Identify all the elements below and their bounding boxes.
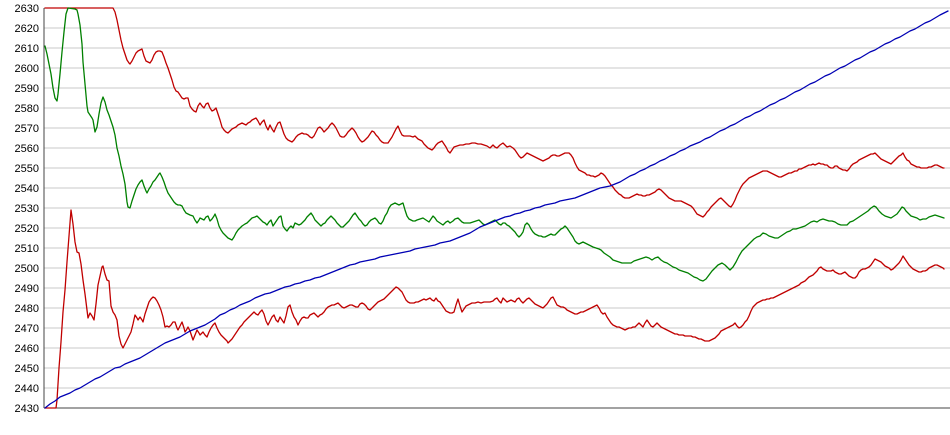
series-red-upper-band [44,7,945,218]
series-red-lower-band [44,209,945,409]
y-axis-tick-label: 2430 [15,403,39,415]
y-axis-tick-label: 2520 [15,223,39,235]
y-axis-tick-label: 2550 [15,163,39,175]
y-axis-tick-label: 2630 [15,3,39,15]
y-axis-tick-label: 2440 [15,383,39,395]
y-axis-tick-label: 2610 [15,43,39,55]
y-axis-tick-label: 2580 [15,103,39,115]
series-blue-rising-line [44,10,949,409]
y-axis-tick-label: 2600 [15,63,39,75]
y-axis-tick-label: 2460 [15,343,39,355]
y-axis-tick-label: 2570 [15,123,39,135]
series-green-middle-line [44,7,945,282]
y-axis-tick-label: 2450 [15,363,39,375]
y-axis-tick-label: 2470 [15,323,39,335]
y-axis-tick-label: 2540 [15,183,39,195]
y-axis-tick-label: 2500 [15,263,39,275]
y-axis-tick-label: 2480 [15,303,39,315]
y-axis-tick-label: 2620 [15,23,39,35]
y-axis-tick-label: 2490 [15,283,39,295]
y-axis-tick-label: 2590 [15,83,39,95]
y-axis-tick-label: 2510 [15,243,39,255]
y-axis-tick-label: 2530 [15,203,39,215]
y-axis-tick-label: 2560 [15,143,39,155]
